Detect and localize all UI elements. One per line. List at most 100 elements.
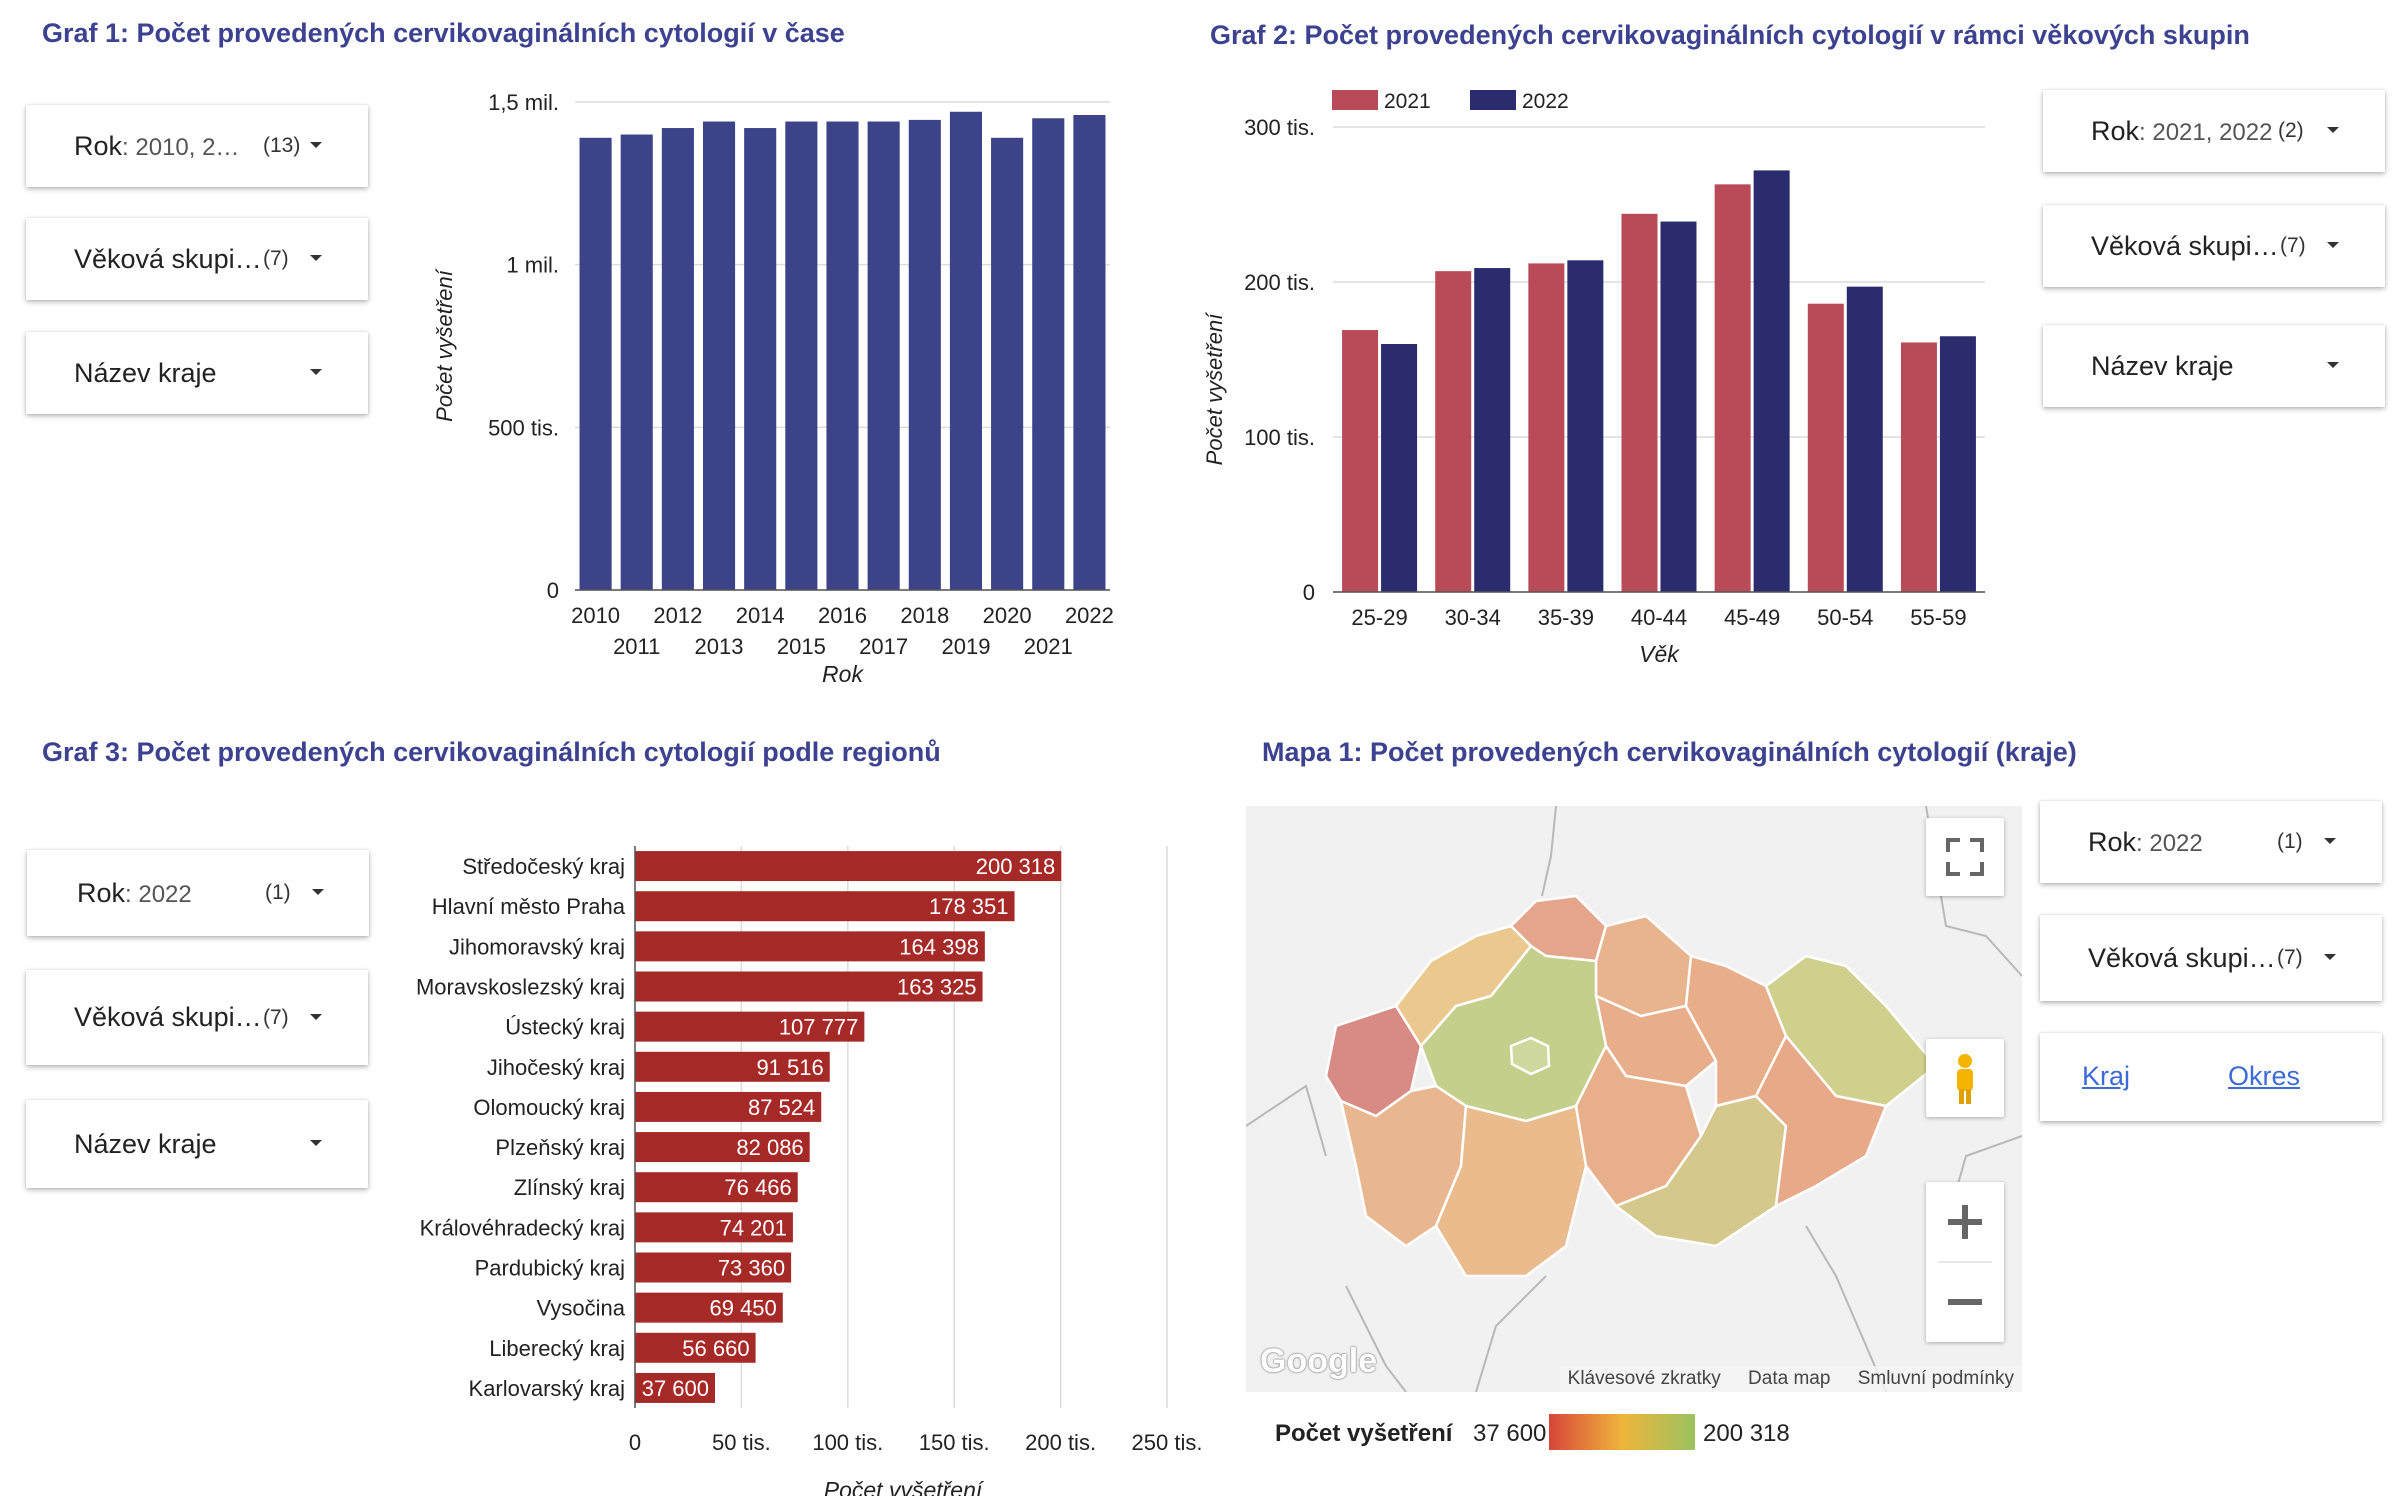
map-1-title: Mapa 1: Počet provedených cervikovaginál… xyxy=(1262,737,2077,767)
map-level-kraj-link[interactable]: Kraj xyxy=(2082,1061,2131,1091)
bar-2016 xyxy=(826,121,859,590)
y-tick-label: 500 tis. xyxy=(488,415,559,440)
filter-region-g1[interactable]: Název kraje xyxy=(26,332,368,414)
dropdown-arrow-icon xyxy=(2327,242,2339,248)
y-tick-label: Olomoucký kraj xyxy=(473,1095,625,1120)
filter-year-g1[interactable]: Rok: 2010, 2… (13) xyxy=(26,105,368,187)
dropdown-arrow-icon xyxy=(310,142,322,148)
filter-year-g2[interactable]: Rok: 2021, 2022 (2) xyxy=(2043,90,2385,172)
y-tick-label: Zlínský kraj xyxy=(514,1175,625,1200)
map-container[interactable]: Google Klávesové zkratky Data map Smluvn… xyxy=(1246,806,2022,1392)
filter-count: (1) xyxy=(2277,830,2303,853)
chart-1-title: Graf 1: Počet provedených cervikovaginál… xyxy=(42,18,845,48)
filter-label: Věková skupi… xyxy=(74,1002,262,1032)
filter-region-g3[interactable]: Název kraje xyxy=(26,1100,368,1188)
street-view-button[interactable] xyxy=(1926,1039,2004,1117)
filter-value: : 2022 xyxy=(125,881,192,908)
czech-regions xyxy=(1324,894,1938,1278)
bar-Středočeský kraj xyxy=(635,851,1062,882)
y-axis-label: Počet vyšetření xyxy=(1202,312,1227,466)
filter-age-group-g3[interactable]: Věková skupi… (7) xyxy=(26,970,368,1065)
data-label: 73 360 xyxy=(718,1256,785,1281)
bar-Královéhradecký kraj xyxy=(635,1212,793,1243)
data-label: 200 318 xyxy=(976,854,1056,879)
filter-year-m1[interactable]: Rok: 2022 (1) xyxy=(2040,801,2382,883)
legend-max: 200 318 xyxy=(1703,1420,1790,1447)
filter-age-group-g1[interactable]: Věková skupi… (7) xyxy=(26,218,368,300)
y-tick-label: Plzeňský kraj xyxy=(495,1135,625,1160)
x-tick-label: 200 tis. xyxy=(1025,1430,1096,1455)
x-tick-label: 2014 xyxy=(736,603,785,628)
data-label: 91 516 xyxy=(756,1055,823,1080)
filter-value: : 2022 xyxy=(2136,830,2203,857)
filter-label: Název kraje xyxy=(74,1129,217,1159)
data-label: 69 450 xyxy=(709,1296,776,1321)
y-tick-label: 0 xyxy=(547,578,559,603)
x-tick-label: 35-39 xyxy=(1538,605,1594,630)
bar-2017 xyxy=(867,121,900,590)
filter-year-g3[interactable]: Rok: 2022 (1) xyxy=(27,850,369,936)
legend-label-2021: 2021 xyxy=(1384,90,1431,113)
bar-Zlínský kraj xyxy=(635,1172,798,1203)
filter-label: Věková skupi… xyxy=(2088,943,2276,973)
map-level-switch: Kraj Okres xyxy=(2040,1033,2382,1121)
filter-count: (7) xyxy=(263,1006,289,1029)
filter-label: Rok xyxy=(2088,827,2137,857)
legend-swatch-2022 xyxy=(1470,90,1516,110)
bar-2022-25-29 xyxy=(1381,344,1418,592)
x-tick-label: 2011 xyxy=(613,634,660,659)
legend-swatch-2021 xyxy=(1332,90,1378,110)
bar-2022 xyxy=(1073,115,1106,590)
data-label: 37 600 xyxy=(642,1376,709,1401)
terms-link[interactable]: Smluvní podmínky xyxy=(1857,1368,2014,1389)
x-tick-label: 2022 xyxy=(1065,603,1114,628)
filter-value: : 2021, 2022 xyxy=(2139,119,2273,146)
y-tick-label: 300 tis. xyxy=(1244,115,1315,140)
zoom-in-icon[interactable] xyxy=(1948,1205,1982,1239)
dropdown-arrow-icon xyxy=(310,1140,322,1146)
y-tick-label: Středočeský kraj xyxy=(462,854,625,879)
bar-Karlovarský kraj xyxy=(635,1372,716,1403)
x-tick-label: 40-44 xyxy=(1631,605,1687,630)
filter-age-group-m1[interactable]: Věková skupi… (7) xyxy=(2040,915,2382,1001)
map-data-link[interactable]: Data map xyxy=(1748,1368,1831,1389)
x-tick-label: 50 tis. xyxy=(712,1430,771,1455)
bar-Jihočeský kraj xyxy=(635,1051,830,1082)
filter-age-group-g2[interactable]: Věková skupi… (7) xyxy=(2043,205,2385,287)
chart-3-title: Graf 3: Počet provedených cervikovaginál… xyxy=(42,737,941,767)
x-tick-label: 2010 xyxy=(571,603,620,628)
bar-2022-50-54 xyxy=(1846,286,1883,592)
filter-count: (2) xyxy=(2278,119,2304,142)
bar-2021-55-59 xyxy=(1900,342,1937,592)
x-tick-label: 250 tis. xyxy=(1132,1430,1203,1455)
x-tick-label: 2018 xyxy=(900,603,949,628)
x-tick-label: 2016 xyxy=(818,603,867,628)
map-level-okres-link[interactable]: Okres xyxy=(2228,1061,2301,1091)
x-axis-label: Věk xyxy=(1639,641,1680,667)
y-tick-label: Královéhradecký kraj xyxy=(420,1215,625,1240)
x-tick-label: 2021 xyxy=(1024,634,1073,659)
keyboard-shortcuts-link[interactable]: Klávesové zkratky xyxy=(1567,1368,1721,1389)
x-tick-label: 55-59 xyxy=(1910,605,1966,630)
data-label: 87 524 xyxy=(748,1095,815,1120)
filter-label: Věková skupi… xyxy=(2091,231,2279,261)
y-tick-label: Karlovarský kraj xyxy=(469,1376,625,1401)
bar-2021-35-39 xyxy=(1528,263,1565,592)
fullscreen-icon xyxy=(1946,838,1984,876)
bar-2022-35-39 xyxy=(1567,260,1604,592)
fullscreen-button[interactable] xyxy=(1926,818,2004,896)
filter-count: (13) xyxy=(263,134,301,157)
dropdown-arrow-icon xyxy=(310,255,322,261)
map-footer: Klávesové zkratky Data map Smluvní podmí… xyxy=(1559,1366,2022,1392)
x-axis-label: Rok xyxy=(822,661,864,687)
filter-region-g2[interactable]: Název kraje xyxy=(2043,325,2385,407)
dropdown-arrow-icon xyxy=(2324,838,2336,844)
bar-2021-45-49 xyxy=(1714,184,1751,592)
filter-label: Rok xyxy=(77,878,126,908)
dropdown-arrow-icon xyxy=(2327,362,2339,368)
y-tick-label: Moravskoslezský kraj xyxy=(416,975,625,1000)
data-label: 178 351 xyxy=(929,894,1009,919)
x-tick-label: 45-49 xyxy=(1724,605,1780,630)
bar-2019 xyxy=(949,111,983,590)
data-label: 163 325 xyxy=(897,975,977,1000)
